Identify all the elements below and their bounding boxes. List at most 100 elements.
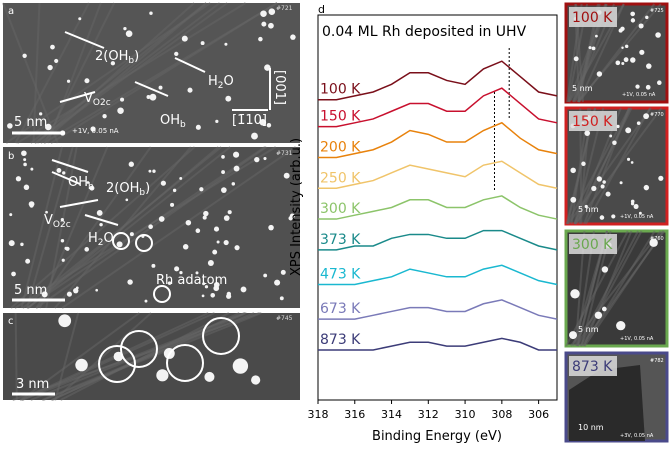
spot bbox=[129, 232, 134, 237]
spot bbox=[624, 44, 629, 49]
spot bbox=[86, 181, 90, 184]
spot bbox=[148, 169, 152, 173]
spot bbox=[23, 158, 27, 162]
spot bbox=[596, 71, 603, 77]
stripe bbox=[30, 2, 207, 144]
bias: +1V, 0.05 nA bbox=[620, 214, 654, 220]
spot bbox=[22, 53, 27, 58]
spot bbox=[600, 184, 605, 189]
spot bbox=[605, 191, 611, 197]
spot bbox=[7, 123, 13, 129]
spot bbox=[15, 176, 22, 182]
spot bbox=[202, 282, 206, 286]
spot bbox=[174, 266, 180, 272]
spot bbox=[619, 181, 623, 185]
spectrum bbox=[318, 195, 558, 220]
t: b bbox=[128, 56, 134, 66]
t: ) bbox=[145, 181, 150, 196]
stripe bbox=[579, 230, 643, 347]
stripe bbox=[16, 2, 247, 144]
x-tick-label: 312 bbox=[418, 408, 439, 421]
spot bbox=[62, 171, 66, 175]
spot bbox=[144, 299, 148, 303]
spot bbox=[263, 156, 267, 161]
spot bbox=[65, 246, 70, 251]
x-tick-label: 318 bbox=[308, 408, 329, 421]
spot bbox=[645, 84, 651, 90]
arrow bbox=[64, 31, 105, 49]
spot bbox=[594, 311, 603, 319]
spot bbox=[570, 289, 580, 299]
direction: [1̄10] bbox=[232, 113, 267, 128]
right-texts: 100 K #725 5 nm +1V, 0.05 nA 150 K #770 … bbox=[569, 7, 664, 439]
spot bbox=[45, 123, 52, 131]
spot bbox=[123, 27, 127, 31]
spot bbox=[630, 202, 635, 206]
spot bbox=[233, 151, 240, 158]
arrow bbox=[59, 91, 96, 103]
spot bbox=[625, 127, 632, 134]
arrow bbox=[51, 159, 89, 173]
spot bbox=[596, 176, 602, 182]
spot bbox=[73, 287, 79, 294]
spot bbox=[117, 107, 124, 114]
spot bbox=[158, 85, 163, 90]
spot bbox=[179, 176, 183, 180]
y-axis-label: XPS Intensity (arb.u.) bbox=[289, 138, 304, 276]
t: b bbox=[180, 120, 186, 130]
stripe bbox=[20, 312, 140, 401]
stripe bbox=[32, 2, 41, 144]
spot bbox=[179, 270, 183, 275]
spot bbox=[251, 375, 261, 385]
spot bbox=[60, 217, 64, 222]
spot bbox=[570, 196, 577, 203]
panel-label: a bbox=[8, 6, 14, 17]
series-label: 673 K bbox=[320, 301, 361, 317]
t: b bbox=[88, 182, 94, 192]
spot bbox=[630, 57, 636, 63]
series-label: 200 K bbox=[320, 139, 361, 155]
spot bbox=[58, 314, 72, 328]
stripe bbox=[10, 146, 196, 309]
spot bbox=[221, 155, 225, 159]
stripe bbox=[2, 2, 59, 144]
spot bbox=[158, 216, 165, 222]
bias: +3V, 0.05 nA bbox=[620, 433, 654, 439]
bias: +1V, 0.05 nA bbox=[622, 92, 656, 98]
spectrum bbox=[318, 60, 558, 101]
spot bbox=[259, 118, 267, 126]
label-box bbox=[569, 111, 617, 131]
spot bbox=[167, 281, 172, 285]
scale-label: 5 nm bbox=[578, 325, 599, 334]
spot bbox=[203, 210, 209, 217]
spot bbox=[47, 64, 53, 71]
spot bbox=[264, 64, 271, 71]
spot bbox=[621, 62, 625, 66]
spot bbox=[290, 34, 296, 40]
image-id: #760 bbox=[650, 236, 664, 242]
temp-label: 873 K bbox=[572, 359, 613, 375]
spot bbox=[210, 293, 216, 298]
spot bbox=[174, 51, 179, 57]
spot bbox=[221, 187, 227, 193]
spot bbox=[591, 46, 596, 51]
spot bbox=[213, 226, 220, 232]
spot bbox=[231, 182, 236, 186]
t: H bbox=[88, 231, 98, 246]
series-label: 150 K bbox=[320, 109, 361, 125]
spot bbox=[623, 57, 629, 63]
spectrum bbox=[318, 229, 558, 251]
spot bbox=[195, 124, 201, 130]
spot bbox=[29, 203, 34, 208]
stripe bbox=[53, 312, 152, 401]
spot bbox=[21, 150, 27, 157]
spot bbox=[227, 210, 232, 215]
spot bbox=[601, 306, 607, 312]
spot bbox=[181, 35, 188, 42]
spot bbox=[268, 8, 276, 15]
stripe bbox=[43, 2, 278, 144]
label-h2o: H2O bbox=[88, 231, 114, 248]
spot bbox=[54, 58, 59, 63]
spot bbox=[260, 10, 267, 18]
spot bbox=[254, 156, 260, 163]
